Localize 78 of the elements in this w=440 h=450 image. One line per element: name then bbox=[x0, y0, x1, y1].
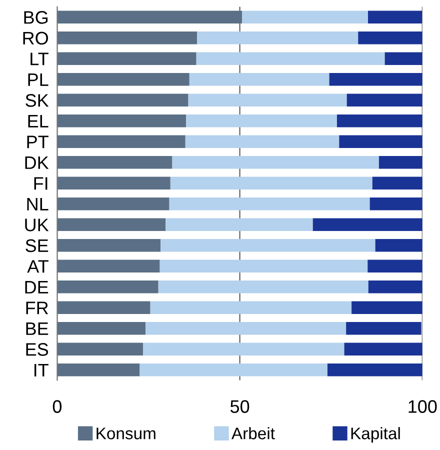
bar bbox=[352, 301, 422, 314]
y-tick-label: PL bbox=[28, 73, 48, 86]
y-tick-label: EL bbox=[28, 114, 48, 128]
bar bbox=[368, 280, 422, 294]
bar bbox=[346, 322, 422, 335]
bar bbox=[143, 342, 344, 356]
bar bbox=[344, 342, 422, 356]
bar bbox=[57, 31, 198, 44]
y-tick-label: DE bbox=[25, 280, 48, 294]
y-tick-label: UK bbox=[25, 218, 49, 232]
y-tick-label: SE bbox=[26, 239, 48, 252]
bar bbox=[172, 156, 379, 169]
bar bbox=[57, 176, 170, 190]
bar bbox=[169, 197, 370, 210]
bar bbox=[327, 363, 422, 376]
bar bbox=[57, 260, 160, 273]
bar bbox=[57, 301, 150, 314]
bar bbox=[346, 94, 422, 107]
bar bbox=[160, 260, 368, 273]
bar bbox=[57, 342, 144, 356]
bar bbox=[196, 52, 385, 66]
bar bbox=[57, 218, 166, 232]
legend-label: Arbeit bbox=[231, 427, 275, 440]
y-tick-label: BG bbox=[24, 11, 48, 24]
x-tick-label: 50 bbox=[230, 400, 250, 413]
bar bbox=[160, 238, 376, 252]
bar bbox=[170, 176, 372, 190]
bar bbox=[57, 10, 242, 24]
bar bbox=[370, 197, 422, 210]
bar bbox=[57, 156, 172, 169]
bar bbox=[375, 238, 422, 252]
bar bbox=[368, 10, 422, 24]
bar bbox=[384, 52, 422, 66]
x-tick-label: 0 bbox=[52, 400, 62, 413]
y-tick-label: NL bbox=[27, 198, 48, 210]
bar bbox=[372, 176, 422, 190]
bar bbox=[336, 114, 422, 128]
y-tick-label: FI bbox=[34, 177, 48, 190]
y-tick-label: IT bbox=[34, 364, 48, 376]
bar bbox=[57, 322, 146, 335]
bar bbox=[146, 322, 346, 335]
y-tick-label: LT bbox=[30, 52, 48, 66]
legend-label: Konsum bbox=[96, 428, 156, 440]
x-tick-label: 100 bbox=[408, 400, 437, 413]
bar bbox=[189, 72, 330, 86]
bar bbox=[150, 301, 352, 314]
bar bbox=[57, 114, 186, 128]
bar bbox=[158, 280, 368, 294]
bar bbox=[57, 52, 196, 66]
bar bbox=[329, 72, 422, 86]
bar bbox=[57, 197, 170, 210]
bar bbox=[358, 31, 422, 44]
bar bbox=[197, 31, 358, 44]
bar bbox=[57, 363, 140, 376]
y-tick-label: SK bbox=[26, 94, 49, 107]
y-tick-label: FR bbox=[26, 302, 48, 314]
bar bbox=[368, 260, 422, 273]
bar bbox=[378, 156, 422, 169]
bar bbox=[185, 135, 340, 148]
y-tick-label: RO bbox=[23, 32, 48, 45]
bar bbox=[140, 363, 328, 376]
bar bbox=[186, 114, 337, 128]
bar bbox=[312, 218, 422, 232]
bar bbox=[339, 135, 422, 148]
y-tick-label: PT bbox=[27, 136, 48, 148]
legend-label: Kapital bbox=[351, 427, 400, 443]
bar bbox=[57, 72, 190, 86]
y-tick-label: AT bbox=[27, 260, 48, 273]
bar bbox=[188, 94, 347, 107]
y-tick-label: BE bbox=[26, 322, 48, 335]
bar bbox=[242, 10, 368, 24]
bar bbox=[57, 238, 161, 252]
bar bbox=[57, 94, 188, 107]
bar bbox=[57, 135, 186, 148]
bar bbox=[57, 280, 158, 294]
y-tick-label: ES bbox=[26, 343, 48, 356]
bar bbox=[166, 218, 313, 232]
y-tick-label: DK bbox=[25, 156, 49, 169]
